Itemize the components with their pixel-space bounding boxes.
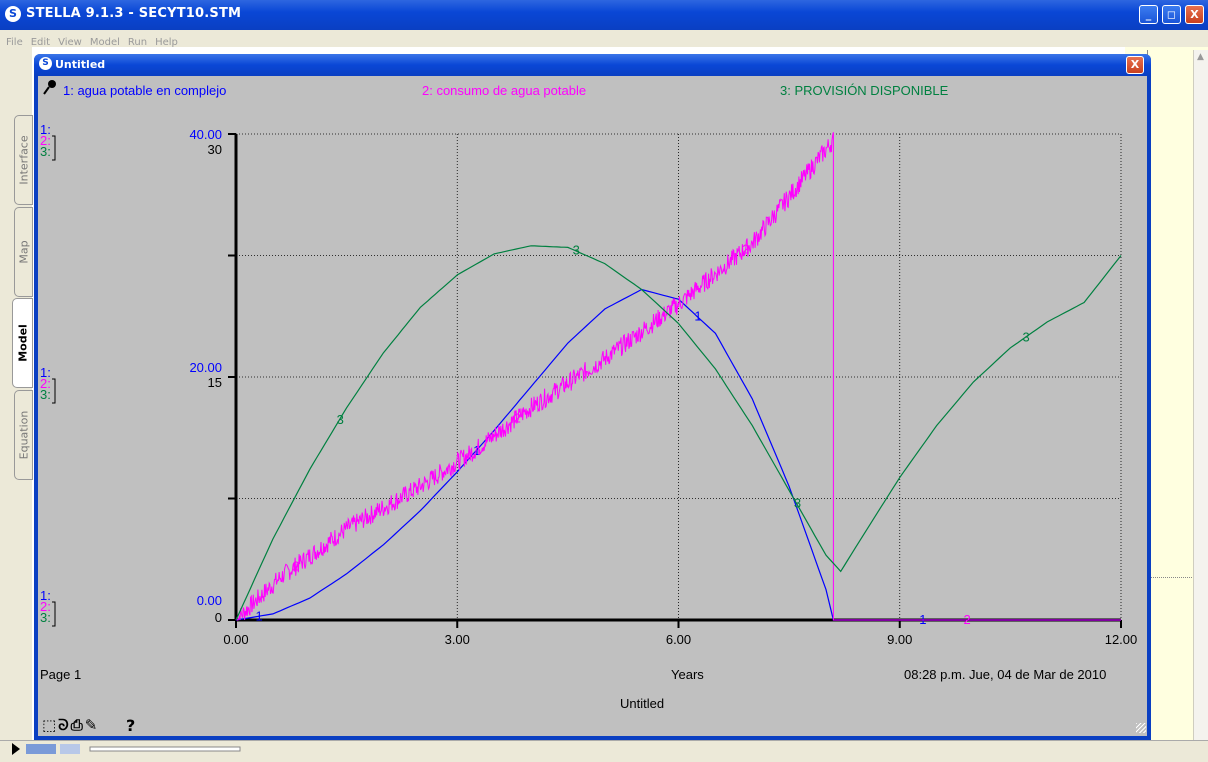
series-marker-2: 2 xyxy=(742,241,749,256)
axis-key-label: 1: xyxy=(40,588,51,603)
y-tick-label: 30 xyxy=(208,142,222,157)
series-marker-3: 3 xyxy=(794,495,801,510)
menu-run[interactable]: Run xyxy=(127,37,148,48)
graph-close-button[interactable]: X xyxy=(1126,56,1144,74)
graph-titlebar[interactable]: S Untitled X xyxy=(34,54,1151,76)
tab-model-label: Model xyxy=(16,324,29,362)
line-chart[interactable]: 0.00 3.00 6.00 9.00 12.0040.003020.00150.000… xyxy=(38,76,1147,696)
x-axis-title: Years xyxy=(671,667,704,682)
chart-axis-labels: 0.00 3.00 6.00 9.00 12.0040.003020.00150.000… xyxy=(40,122,1137,647)
axis-key-bracket xyxy=(52,601,56,627)
menu-bar: File Edit View Model Run Help xyxy=(0,30,1208,48)
minimize-button[interactable]: _ xyxy=(1139,5,1158,24)
tab-map[interactable]: Map xyxy=(14,207,33,297)
graph-tools-icon[interactable]: ⬚ᘐ⎙✎ xyxy=(42,716,100,734)
app-close-button[interactable]: X xyxy=(1185,5,1204,24)
app-titlebar[interactable]: S STELLA 9.1.3 - SECYT10.STM _ ◻ X xyxy=(0,0,1208,30)
tab-interface[interactable]: Interface xyxy=(14,115,33,205)
tab-equation-label: Equation xyxy=(17,410,30,460)
axis-key-label: 2: xyxy=(40,599,51,614)
graph-window-title: Untitled xyxy=(55,58,106,71)
tab-equation[interactable]: Equation xyxy=(14,390,33,480)
tab-interface-label: Interface xyxy=(17,135,30,185)
menu-help[interactable]: Help xyxy=(155,37,178,48)
chart-grid xyxy=(236,133,1122,620)
menu-model[interactable]: Model xyxy=(89,37,120,48)
y-tick-label: 40.00 xyxy=(189,127,222,142)
menu-edit[interactable]: Edit xyxy=(30,37,51,48)
x-tick-label: 9.00 xyxy=(887,632,912,647)
page-label: Page 1 xyxy=(40,667,82,682)
workspace-guide-line xyxy=(1150,577,1208,578)
menu-view[interactable]: View xyxy=(58,37,82,48)
series-marker-3: 3 xyxy=(573,243,580,258)
series-marker-3: 3 xyxy=(1023,329,1030,344)
series-marker-1: 1 xyxy=(473,443,480,458)
app-title: STELLA 9.1.3 - SECYT10.STM xyxy=(26,6,242,21)
axis-key-label: 2: xyxy=(40,133,51,148)
series-marker-2: 2 xyxy=(292,559,299,574)
axis-key-bracket xyxy=(52,135,56,161)
x-tick-label: 0.00 xyxy=(223,632,248,647)
y-tick-label: 20.00 xyxy=(189,360,222,375)
stella-app-icon: S xyxy=(5,6,21,22)
y-tick-label: 15 xyxy=(208,375,222,390)
y-tick-label: 0.00 xyxy=(197,593,222,608)
vertical-scrollbar[interactable]: ▲ xyxy=(1193,50,1208,740)
series-marker-1: 1 xyxy=(256,608,263,623)
timestamp: 08:28 p.m. Jue, 04 de Mar de 2010 xyxy=(904,667,1107,682)
graph-window[interactable]: S Untitled X 1: agua potable en complejo… xyxy=(34,54,1151,740)
legend-item-3: 3: PROVISIÓN DISPONIBLE xyxy=(780,83,949,98)
series-marker-2: 2 xyxy=(964,612,971,627)
axis-key-label: 2: xyxy=(40,376,51,391)
graph-window-icon: S xyxy=(39,57,52,70)
y-tick-label: 0 xyxy=(215,610,222,625)
help-icon[interactable]: ? xyxy=(126,716,136,735)
series-marker-1: 1 xyxy=(694,308,701,323)
chart-axes xyxy=(228,133,1122,628)
scroll-up-icon[interactable]: ▲ xyxy=(1197,52,1204,62)
run-controller-bar[interactable] xyxy=(0,740,1208,757)
graph-name: Untitled xyxy=(620,696,665,711)
axis-key-label: 1: xyxy=(40,365,51,380)
x-tick-label: 6.00 xyxy=(666,632,691,647)
legend-item-1: 1: agua potable en complejo xyxy=(63,83,227,98)
series-line-3 xyxy=(235,245,1122,621)
graph-pad[interactable]: 1: agua potable en complejo 2: consumo d… xyxy=(38,76,1147,736)
pin-icon[interactable] xyxy=(43,79,57,95)
series-marker-2: 2 xyxy=(514,411,521,426)
run-controls-icon[interactable] xyxy=(0,741,300,758)
maximize-button[interactable]: ◻ xyxy=(1162,5,1181,24)
menu-file[interactable]: File xyxy=(6,37,23,48)
resize-grip-icon[interactable] xyxy=(1136,723,1146,733)
axis-key-bracket xyxy=(52,378,56,404)
x-tick-label: 3.00 xyxy=(445,632,470,647)
axis-key-label: 3: xyxy=(40,610,51,625)
axis-key-label: 1: xyxy=(40,122,51,137)
series-line-2 xyxy=(235,132,1121,621)
axis-key-label: 3: xyxy=(40,144,51,159)
x-tick-label: 12.00 xyxy=(1105,632,1138,647)
tab-model[interactable]: Model xyxy=(12,298,33,388)
series-line-1 xyxy=(235,288,1121,621)
series-marker-3: 3 xyxy=(337,412,344,427)
axis-key-label: 3: xyxy=(40,387,51,402)
tab-map-label: Map xyxy=(17,240,30,264)
legend-item-2: 2: consumo de agua potable xyxy=(422,83,587,98)
